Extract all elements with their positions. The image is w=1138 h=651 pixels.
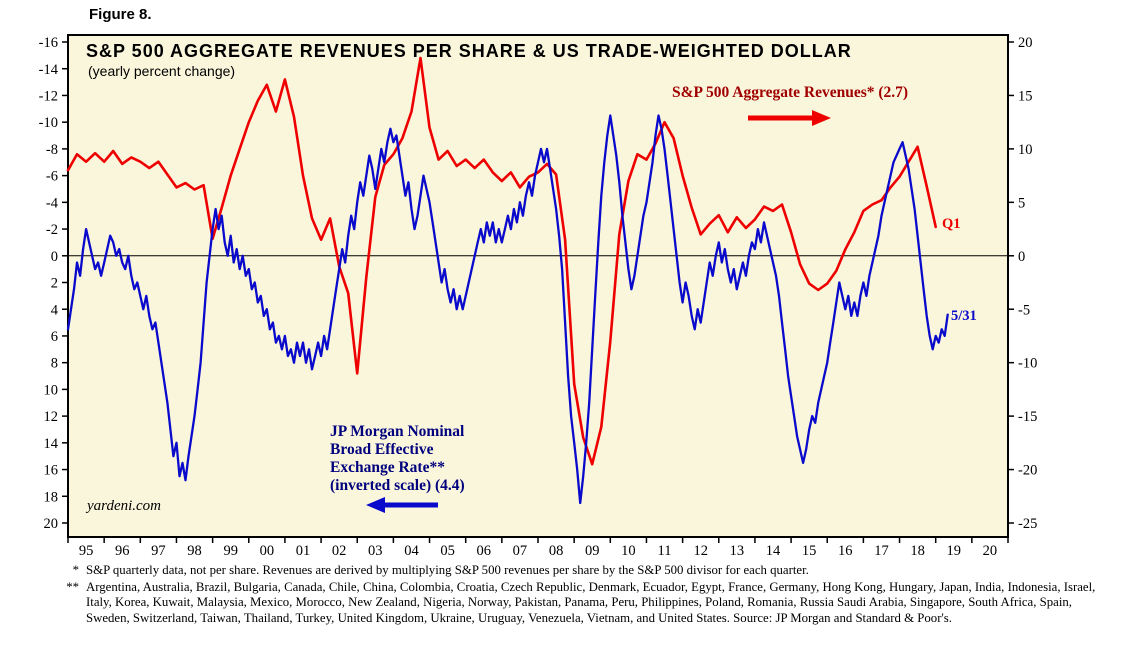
left-tick-label: -10 [39,115,58,131]
revenues-latest-label: Q1 [942,216,961,232]
left-tick-label: -6 [46,169,58,185]
left-axis: -16 -14 -12 -10 -8 -6 -4 -2 0 2 4 6 8 10 12 14 16 18 20 [39,35,68,532]
fx-latest-label: 5/31 [951,308,977,324]
left-tick-label: 0 [51,249,58,265]
year-tick-label: 97 [151,543,166,559]
footnote-row: * S&P quarterly data, not per share. Rev… [55,563,1117,579]
fx-line [66,114,949,505]
year-tick-label: 13 [730,543,745,559]
revenues-series-label: S&P 500 Aggregate Revenues* (2.7) [672,84,909,101]
fx-series-label: JP Morgan Nominal Broad Effective Exchan… [330,423,465,495]
right-tick-label: 15 [1018,89,1033,105]
year-tick-label: 10 [621,543,636,559]
x-axis: 95 96 97 98 99 00 01 02 03 04 05 06 07 08 09 10 11 12 13 14… [67,537,1009,559]
right-tick-label: -20 [1018,463,1037,479]
year-tick-label: 19 [947,543,962,559]
footnote-marker: * [72,563,79,577]
year-tick-label: 20 [983,543,998,559]
left-tick-label: -14 [39,62,59,78]
right-axis: 20 15 10 5 0 -5 -10 -15 -20 -25 [1008,35,1037,532]
year-tick-label: 00 [260,543,275,559]
right-tick-label: 0 [1018,249,1025,265]
fx-label-line-4: (inverted scale) (4.4) [330,477,465,494]
right-tick-label: 5 [1018,195,1025,211]
year-tick-label: 07 [513,543,528,559]
year-tick-label: 08 [549,543,564,559]
left-tick-label: 10 [44,382,59,398]
right-tick-label: -10 [1018,356,1037,372]
left-tick-label: -4 [46,195,59,211]
year-tick-label: 17 [874,543,889,559]
year-tick-label: 02 [332,543,347,559]
year-tick-label: 99 [223,543,238,559]
year-tick-label: 05 [440,543,455,559]
left-tick-label: -12 [39,89,58,105]
right-tick-label: -25 [1018,516,1037,532]
fx-label-line-3: Exchange Rate** [330,459,445,476]
left-tick-label: -8 [46,142,58,158]
year-tick-label: 11 [658,543,672,559]
left-tick-label: -2 [46,222,58,238]
year-tick-label: 95 [79,543,94,559]
footnote-marker: ** [66,579,79,594]
fx-label-line-2: Broad Effective [330,441,434,458]
chart-title: S&P 500 AGGREGATE REVENUES PER SHARE & U… [86,41,852,61]
year-tick-label: 18 [910,543,925,559]
footnote-row: ** Argentina, Australia, Brazil, Bulgari… [55,580,1117,627]
year-tick-label: 06 [477,543,492,559]
left-tick-label: 20 [44,516,59,532]
year-tick-label: 16 [838,543,853,559]
left-tick-label: 16 [44,463,59,479]
left-tick-label: 2 [51,276,58,292]
footnote-text: Argentina, Australia, Brazil, Bulgaria, … [86,579,1096,625]
yardeni-watermark: yardeni.com [87,498,162,514]
revenues-arrow-icon [748,110,831,126]
left-tick-label: 8 [51,356,58,372]
figure-label: Figure 8. [89,6,152,23]
right-tick-label: -15 [1018,409,1037,425]
footnote-text: S&P quarterly data, not per share. Reven… [86,563,809,577]
year-tick-label: 14 [766,543,781,559]
fx-arrow-icon [366,497,438,513]
plot-area [67,34,1009,538]
year-tick-label: 12 [693,543,708,559]
year-tick-label: 15 [802,543,817,559]
year-tick-label: 03 [368,543,383,559]
footnotes-block: * S&P quarterly data, not per share. Rev… [55,563,1117,627]
year-tick-label: 96 [115,543,130,559]
right-tick-label: 20 [1018,35,1033,51]
left-tick-label: 12 [44,409,59,425]
fx-label-line-1: JP Morgan Nominal [330,423,465,440]
left-tick-label: 4 [51,302,59,318]
year-tick-label: 09 [585,543,600,559]
right-tick-label: 10 [1018,142,1033,158]
chart-subtitle: (yearly percent change) [88,63,236,79]
year-tick-label: 98 [187,543,202,559]
left-tick-label: -16 [39,35,58,51]
year-tick-label: 04 [404,543,419,559]
left-tick-label: 14 [44,436,59,452]
right-tick-label: -5 [1018,302,1030,318]
year-tick-label: 01 [296,543,311,559]
left-tick-label: 18 [44,489,59,505]
left-tick-label: 6 [51,329,58,345]
